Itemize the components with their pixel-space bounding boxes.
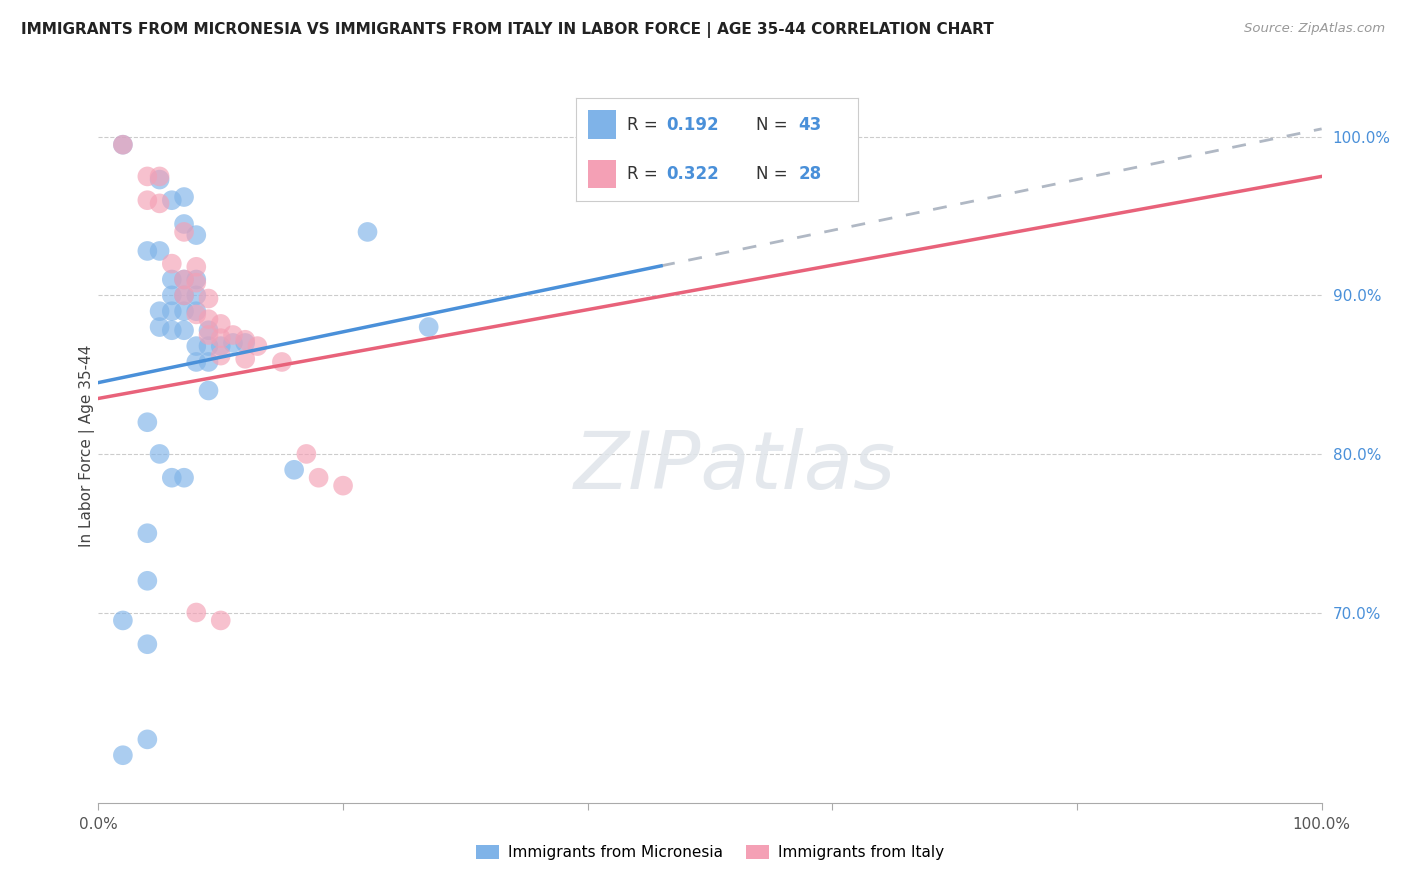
Point xyxy=(295,447,318,461)
Point xyxy=(246,339,269,353)
Point xyxy=(173,323,195,337)
Point xyxy=(136,637,159,651)
Point xyxy=(186,339,208,353)
Y-axis label: In Labor Force | Age 35-44: In Labor Force | Age 35-44 xyxy=(79,345,96,547)
Point xyxy=(173,304,195,318)
Point xyxy=(332,478,354,492)
Point xyxy=(186,355,208,369)
Point xyxy=(197,339,219,353)
Point xyxy=(160,304,183,318)
Point xyxy=(173,272,195,286)
Text: N =: N = xyxy=(756,165,793,183)
Bar xyxy=(588,160,616,188)
Point xyxy=(209,349,232,363)
Text: 0.322: 0.322 xyxy=(666,165,720,183)
Point xyxy=(136,244,159,258)
Point xyxy=(209,317,232,331)
Point xyxy=(197,328,219,343)
Point xyxy=(186,272,208,286)
Point xyxy=(186,606,208,620)
Point xyxy=(209,339,232,353)
Point xyxy=(173,471,195,485)
Point xyxy=(149,196,172,211)
Point xyxy=(173,225,195,239)
Point xyxy=(136,526,159,541)
Point xyxy=(356,225,378,239)
Point xyxy=(111,137,134,152)
Point xyxy=(233,335,256,350)
Point xyxy=(197,384,219,398)
Point xyxy=(186,307,208,321)
Point xyxy=(222,328,245,343)
Text: N =: N = xyxy=(756,116,793,134)
Point xyxy=(149,244,172,258)
Point xyxy=(160,272,183,286)
Point xyxy=(186,288,208,302)
Point xyxy=(160,471,183,485)
Point xyxy=(111,614,134,628)
Point xyxy=(173,288,195,302)
Point xyxy=(173,272,195,286)
Point xyxy=(186,304,208,318)
Point xyxy=(233,351,256,366)
Point xyxy=(149,169,172,184)
Text: 43: 43 xyxy=(799,116,823,134)
Point xyxy=(197,292,219,306)
Point xyxy=(173,217,195,231)
Point xyxy=(222,335,245,350)
Text: R =: R = xyxy=(627,116,664,134)
Point xyxy=(186,260,208,274)
Point xyxy=(149,304,172,318)
Text: IMMIGRANTS FROM MICRONESIA VS IMMIGRANTS FROM ITALY IN LABOR FORCE | AGE 35-44 C: IMMIGRANTS FROM MICRONESIA VS IMMIGRANTS… xyxy=(21,22,994,38)
Point xyxy=(308,471,330,485)
Point xyxy=(283,463,305,477)
Text: R =: R = xyxy=(627,165,664,183)
Point xyxy=(209,614,232,628)
Point xyxy=(136,169,159,184)
Point xyxy=(197,355,219,369)
Point xyxy=(136,574,159,588)
Point xyxy=(418,320,440,334)
Point xyxy=(270,355,294,369)
Text: 28: 28 xyxy=(799,165,821,183)
Point xyxy=(160,288,183,302)
Point xyxy=(173,190,195,204)
Point xyxy=(186,276,208,290)
Point xyxy=(160,323,183,337)
Text: ZIPatlas: ZIPatlas xyxy=(574,428,896,507)
Text: Source: ZipAtlas.com: Source: ZipAtlas.com xyxy=(1244,22,1385,36)
Point xyxy=(111,137,134,152)
Point xyxy=(209,331,232,345)
Point xyxy=(111,748,134,763)
Bar xyxy=(588,111,616,139)
Point xyxy=(186,228,208,243)
Point xyxy=(136,415,159,429)
Point xyxy=(197,312,219,326)
Point xyxy=(136,193,159,207)
Legend: Immigrants from Micronesia, Immigrants from Italy: Immigrants from Micronesia, Immigrants f… xyxy=(470,839,950,866)
Point xyxy=(149,320,172,334)
Point xyxy=(149,447,172,461)
Point xyxy=(173,288,195,302)
Point xyxy=(160,257,183,271)
Point xyxy=(197,323,219,337)
Point xyxy=(136,732,159,747)
Point xyxy=(160,193,183,207)
Text: 0.192: 0.192 xyxy=(666,116,718,134)
Point xyxy=(149,172,172,186)
Point xyxy=(233,333,256,347)
